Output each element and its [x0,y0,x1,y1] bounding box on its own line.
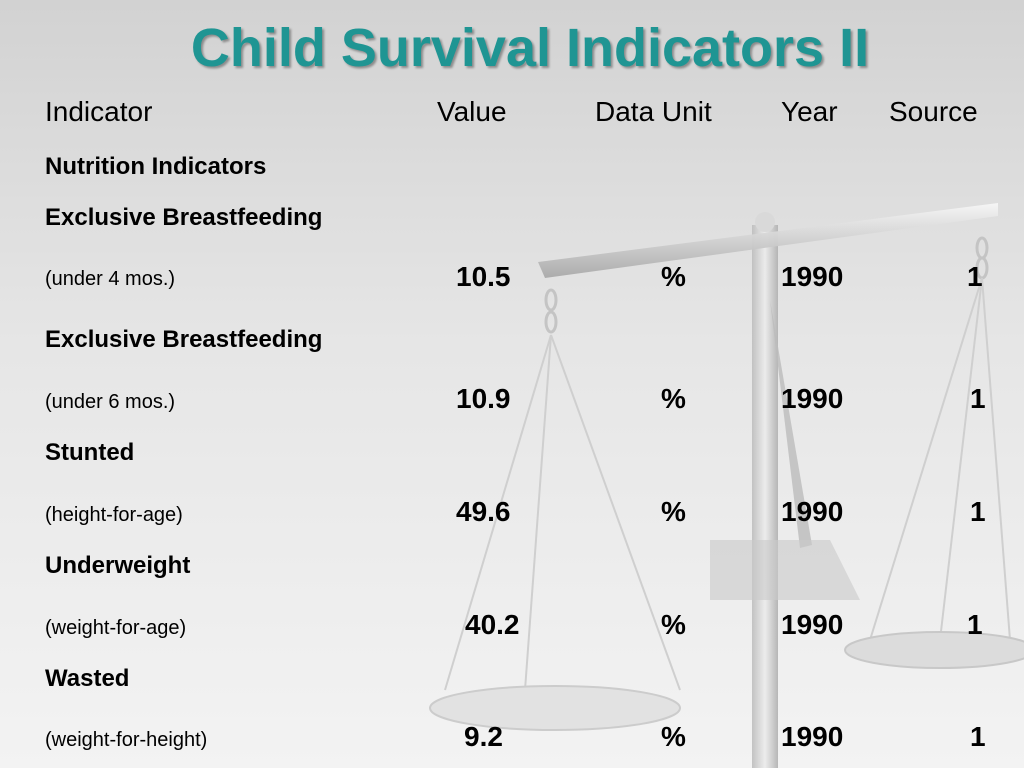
row-year: 1990 [781,496,844,527]
header-indicator: Indicator [45,96,153,127]
row-source: 1 [967,609,983,640]
row-sublabel: (under 4 mos.) [45,268,176,290]
row-source: 1 [970,383,986,414]
row-value: 10.5 [456,261,511,292]
row-label: Exclusive Breastfeeding [45,204,323,231]
row-year: 1990 [781,261,844,292]
row-source: 1 [970,496,986,527]
row-label: Stunted [45,439,135,466]
row-label: Exclusive Breastfeeding [45,326,323,353]
row-label: Wasted [45,665,130,692]
row-year: 1990 [781,721,844,752]
row-sublabel: (under 6 mos.) [45,391,176,413]
row-value: 40.2 [465,609,520,640]
row-unit: % [661,721,686,752]
slide-title: Child Survival Indicators II [190,18,870,78]
row-label: Underweight [45,552,191,579]
header-data-unit: Data Unit [595,96,712,127]
row-year: 1990 [781,609,844,640]
row-unit: % [661,383,686,414]
row-value: 9.2 [464,721,503,752]
header-value: Value [437,96,507,127]
header-year: Year [781,96,838,127]
row-value: 49.6 [456,496,511,527]
row-sublabel: (weight-for-height) [45,729,208,751]
section-heading: Nutrition Indicators [45,153,267,180]
header-source: Source [889,96,978,127]
row-unit: % [661,609,686,640]
row-sublabel: (height-for-age) [45,504,183,526]
row-year: 1990 [781,383,844,414]
row-unit: % [661,496,686,527]
row-source: 1 [967,261,983,292]
row-value: 10.9 [456,383,511,414]
row-sublabel: (weight-for-age) [45,617,187,639]
row-unit: % [661,261,686,292]
row-source: 1 [970,721,986,752]
